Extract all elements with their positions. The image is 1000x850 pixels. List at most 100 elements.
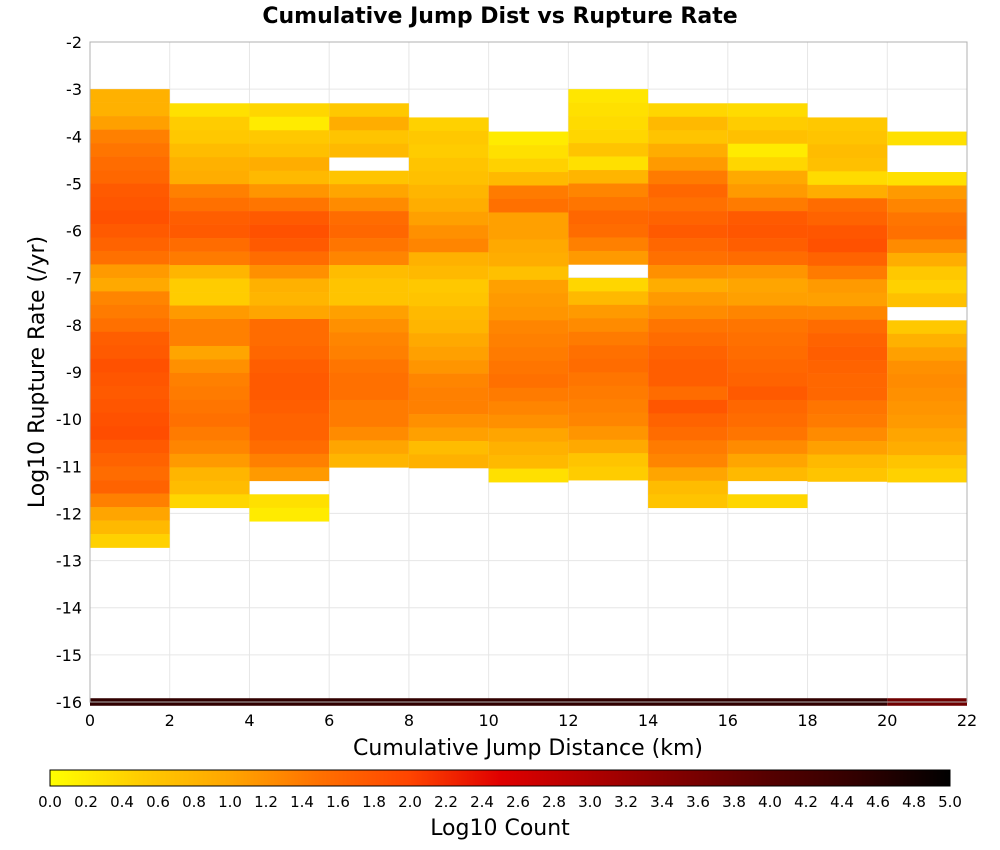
heatmap-cell — [727, 143, 808, 158]
heatmap-cell — [488, 293, 569, 308]
heatmap-cell — [90, 507, 170, 521]
colorbar-tick-label: 2.8 — [542, 793, 566, 811]
heatmap-cell — [249, 319, 330, 333]
heatmap-cell — [648, 345, 728, 360]
heatmap-cell — [169, 305, 250, 320]
heatmap-cell — [887, 414, 967, 429]
heatmap-cell — [90, 143, 170, 157]
heatmap-cell — [249, 143, 330, 158]
heatmap-cell — [727, 399, 808, 414]
heatmap-cell — [568, 170, 649, 184]
heatmap-cell — [727, 157, 808, 171]
heatmap-cell — [169, 278, 250, 293]
heatmap-cell — [488, 252, 569, 267]
heatmap-cell — [887, 387, 967, 402]
heatmap-cell — [169, 440, 250, 455]
colorbar-tick-label: 3.6 — [686, 793, 710, 811]
heatmap-cell — [169, 453, 250, 468]
heatmap-cell — [90, 453, 170, 467]
heatmap-cell — [408, 319, 489, 334]
heatmap-cell — [807, 373, 888, 388]
heatmap-cell — [727, 440, 808, 455]
heatmap-cell — [648, 157, 728, 171]
heatmap-cell — [727, 413, 808, 428]
heatmap-cell — [408, 346, 489, 361]
heatmap-cell — [90, 102, 170, 117]
heatmap-cell — [648, 292, 728, 306]
heatmap-cell — [249, 251, 330, 266]
heatmap-cell — [90, 345, 170, 360]
heatmap-cell — [807, 184, 888, 199]
heatmap-cell — [648, 238, 728, 252]
heatmap-cell — [568, 143, 649, 157]
heatmap-cell — [727, 494, 808, 509]
heatmap-cell — [249, 467, 330, 482]
heatmap-cell — [488, 279, 569, 294]
heatmap-cell — [648, 224, 728, 239]
heatmap-cell — [90, 520, 170, 535]
heatmap-cell — [488, 306, 569, 321]
heatmap-cell — [727, 386, 808, 401]
heatmap-cell — [727, 130, 808, 145]
heatmap-cell — [169, 184, 250, 198]
heatmap-cell — [807, 117, 888, 132]
x-axis-label: Cumulative Jump Distance (km) — [353, 736, 703, 761]
heatmap-cell — [648, 265, 728, 279]
heatmap-cell — [90, 116, 170, 130]
y-axis-label: Log10 Rupture Rate (/yr) — [25, 236, 50, 508]
heatmap-cell — [727, 292, 808, 306]
y-tick-label: -10 — [56, 410, 82, 429]
heatmap-cell — [249, 345, 330, 360]
colorbar-tick-label: 4.2 — [794, 793, 818, 811]
heatmap-cell — [568, 399, 649, 414]
heatmap-cell — [249, 278, 330, 293]
heatmap-cell — [90, 331, 170, 346]
heatmap-cell — [887, 333, 967, 348]
heatmap-cell — [408, 144, 489, 159]
heatmap-cell — [807, 454, 888, 469]
y-tick-label: -12 — [56, 504, 82, 523]
heatmap-cell — [249, 399, 330, 414]
heatmap-cell — [807, 346, 888, 361]
heatmap-cell — [648, 116, 728, 131]
y-tick-labels: -2 -3 -4 -5 -6 -7 -8 -9 -10 -11 -12 -13 -14 -15 -16 — [56, 33, 82, 712]
heatmap-cell — [887, 172, 967, 186]
heatmap-cell — [408, 400, 489, 415]
heatmap-cell — [249, 157, 330, 171]
y-tick-label: -13 — [56, 552, 82, 571]
heatmap-cell — [329, 305, 409, 320]
heatmap-cell — [807, 333, 888, 347]
heatmap-cell — [648, 319, 728, 333]
heatmap-cell — [169, 116, 250, 131]
heatmap-cell — [887, 252, 967, 267]
heatmap-cell — [90, 534, 170, 548]
y-tick-label: -8 — [66, 316, 82, 335]
heatmap-cell — [727, 238, 808, 252]
plot-border — [89, 41, 968, 703]
heatmap-cell — [329, 103, 409, 118]
heatmap-cell — [249, 494, 330, 509]
colorbar-tick-label: 1.6 — [326, 793, 350, 811]
heatmap-cell — [488, 320, 569, 335]
heatmap-cell — [329, 265, 409, 279]
heatmap-cell — [169, 426, 250, 441]
heatmap-cell — [488, 374, 569, 389]
heatmap-cell — [887, 347, 967, 362]
colorbar-tick-label: 3.4 — [650, 793, 674, 811]
heatmap-cell — [329, 143, 409, 158]
colorbar-tick-label: 0.6 — [146, 793, 170, 811]
heatmap-cell — [807, 292, 888, 307]
heatmap-cell — [249, 332, 330, 347]
colorbar-tick-label: 5.0 — [938, 793, 962, 811]
heatmap-cell — [648, 440, 728, 455]
x-tick-label: 20 — [877, 711, 897, 730]
heatmap-cell — [727, 103, 808, 118]
colorbar-tick-label: 2.4 — [470, 793, 494, 811]
heatmap-cell — [887, 131, 967, 146]
heatmap-cell — [249, 238, 330, 252]
y-tick-label: -15 — [56, 646, 82, 665]
heatmap-cell — [329, 116, 409, 131]
heatmap-cell — [807, 211, 888, 226]
heatmap-cell — [169, 386, 250, 401]
heatmap-cell — [169, 399, 250, 414]
